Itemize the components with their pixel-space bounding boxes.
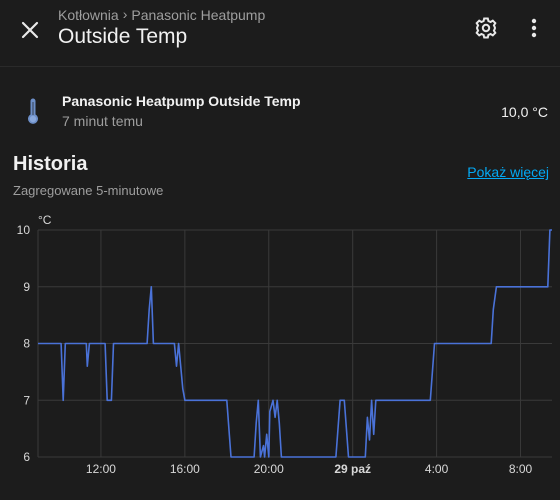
- gear-icon: [475, 17, 497, 39]
- x-tick-label: 12:00: [86, 462, 116, 476]
- history-title: Historia: [13, 153, 88, 175]
- settings-button[interactable]: [472, 14, 500, 42]
- header-divider: [0, 66, 560, 67]
- x-tick-label: 4:00: [425, 462, 449, 476]
- history-chart[interactable]: °C 10 9 8 7 6 12:00 16:00 20:00 29 paź 4:00 8:00: [0, 205, 560, 500]
- x-tick-label: 20:00: [254, 462, 284, 476]
- entity-state-value: 10,0 °C: [501, 104, 548, 120]
- x-tick-label: 29 paź: [334, 462, 371, 476]
- entity-name: Panasonic Heatpump Outside Temp: [62, 93, 301, 109]
- chevron-right-icon: ›: [122, 6, 128, 22]
- top-bar: Kotłownia › Panasonic Heatpump Outside Tem…: [0, 0, 560, 66]
- y-tick-label: 10: [17, 223, 31, 237]
- more-options-button[interactable]: [522, 14, 546, 42]
- show-more-link[interactable]: Pokaż więcej: [467, 164, 549, 180]
- close-icon: [21, 21, 39, 39]
- x-tick-label: 8:00: [509, 462, 533, 476]
- series-line-outside-temp: [38, 229, 552, 458]
- y-axis-unit-label: °C: [38, 213, 52, 227]
- more-vertical-icon: [531, 18, 537, 38]
- breadcrumb: Kotłownia › Panasonic Heatpump: [58, 6, 266, 23]
- y-tick-label: 8: [23, 337, 30, 351]
- thermometer-icon: [28, 98, 38, 124]
- entity-last-changed: 7 minut temu: [62, 113, 143, 129]
- y-axis-ticks: 10 9 8 7 6: [17, 223, 31, 464]
- y-tick-label: 9: [23, 280, 30, 294]
- y-tick-label: 7: [23, 393, 30, 407]
- page-title: Outside Temp: [58, 25, 188, 48]
- breadcrumb-item-device[interactable]: Panasonic Heatpump: [131, 7, 266, 23]
- close-button[interactable]: [14, 14, 46, 46]
- x-tick-label: 16:00: [170, 462, 200, 476]
- entity-row[interactable]: Panasonic Heatpump Outside Temp 7 minut …: [0, 88, 560, 136]
- breadcrumb-item-area[interactable]: Kotłownia: [58, 7, 119, 23]
- history-subtitle: Zagregowane 5-minutowe: [13, 183, 164, 198]
- x-axis-ticks: 12:00 16:00 20:00 29 paź 4:00 8:00: [86, 462, 533, 476]
- y-tick-label: 6: [23, 450, 30, 464]
